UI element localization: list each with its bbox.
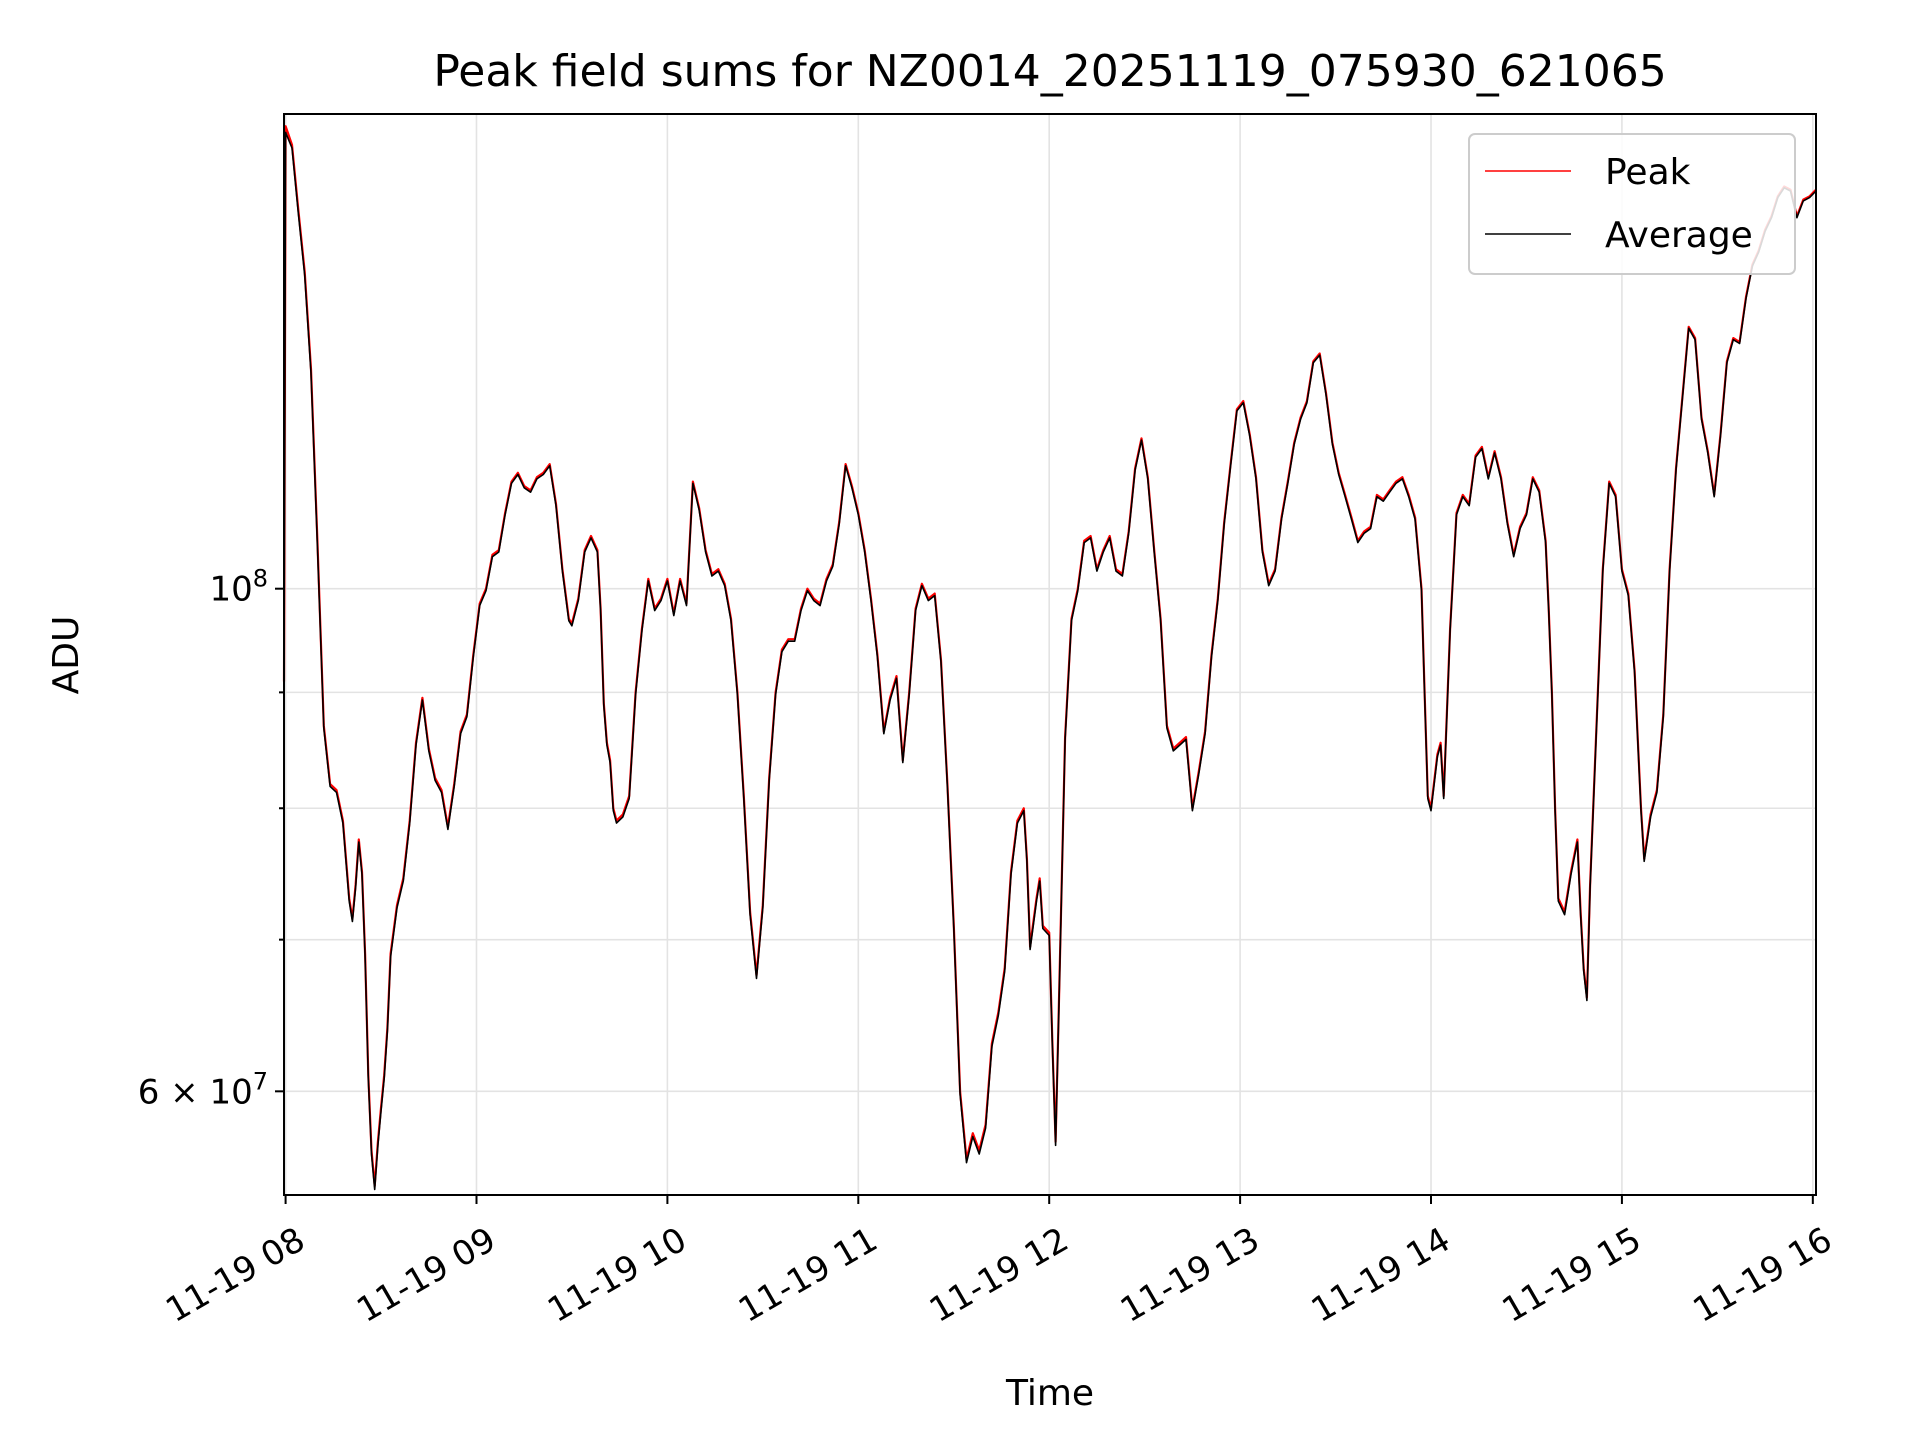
- legend: Peak Average: [1468, 133, 1796, 275]
- series-lines: [282, 125, 1817, 1191]
- legend-frame: [1468, 133, 1796, 275]
- chart-title: Peak field sums for NZ0014_20251119_0759…: [433, 46, 1666, 97]
- y-tick-label: 108: [209, 565, 268, 610]
- series-line-average: [283, 131, 1817, 1191]
- legend-label-peak: Peak: [1605, 152, 1691, 193]
- y-axis-label: ADU: [46, 616, 87, 695]
- y-tick-label: 6 × 107: [138, 1067, 268, 1112]
- legend-label-average: Average: [1605, 215, 1753, 256]
- x-axis-label: Time: [1005, 1373, 1094, 1414]
